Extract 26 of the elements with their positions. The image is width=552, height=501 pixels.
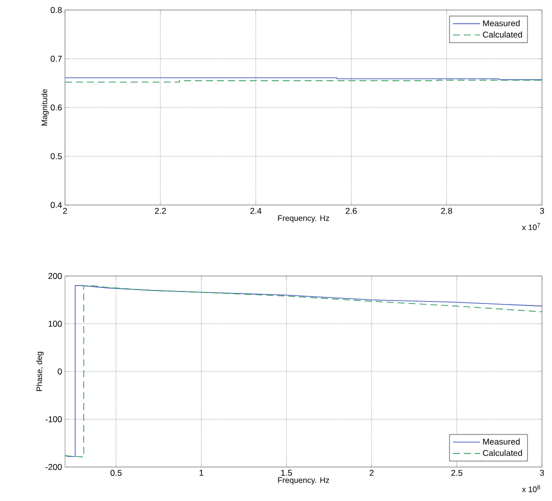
x-tick-label: 1.5 (281, 470, 292, 476)
x-tick-label: 2 (63, 208, 67, 214)
legend-label: Measured (483, 20, 520, 26)
x-tick-label: 2.5 (451, 470, 462, 476)
y-tick-label: -200 (46, 464, 62, 470)
x-tick-label: 3 (540, 470, 544, 476)
legend-label: Measured (483, 438, 520, 445)
y-tick-label: 0.6 (50, 104, 62, 110)
legend-label: Calculated (482, 450, 522, 456)
x-tick-label: 2.8 (441, 208, 452, 214)
y-tick-label: 0.7 (50, 56, 62, 62)
x-tick-label: 1 (200, 470, 204, 476)
y-tick-label: 0 (58, 368, 62, 374)
x-tick-label: 0.5 (110, 470, 122, 476)
y-tick-label: 0.5 (50, 153, 62, 160)
x-tick-label: 2.6 (346, 208, 357, 214)
y-tick-label: -100 (46, 416, 62, 422)
x-tick-label: 2 (370, 470, 374, 476)
legend-label: Calculated (482, 31, 522, 38)
x-tick-label: 2.2 (154, 208, 166, 214)
y-tick-label: 200 (48, 273, 62, 279)
y-tick-label: 0.8 (50, 7, 62, 13)
x-tick-label: 2.4 (250, 208, 262, 214)
y-tick-label: 0.4 (50, 202, 62, 208)
y-tick-label: 100 (48, 320, 62, 327)
x-tick-label: 3 (540, 208, 544, 214)
